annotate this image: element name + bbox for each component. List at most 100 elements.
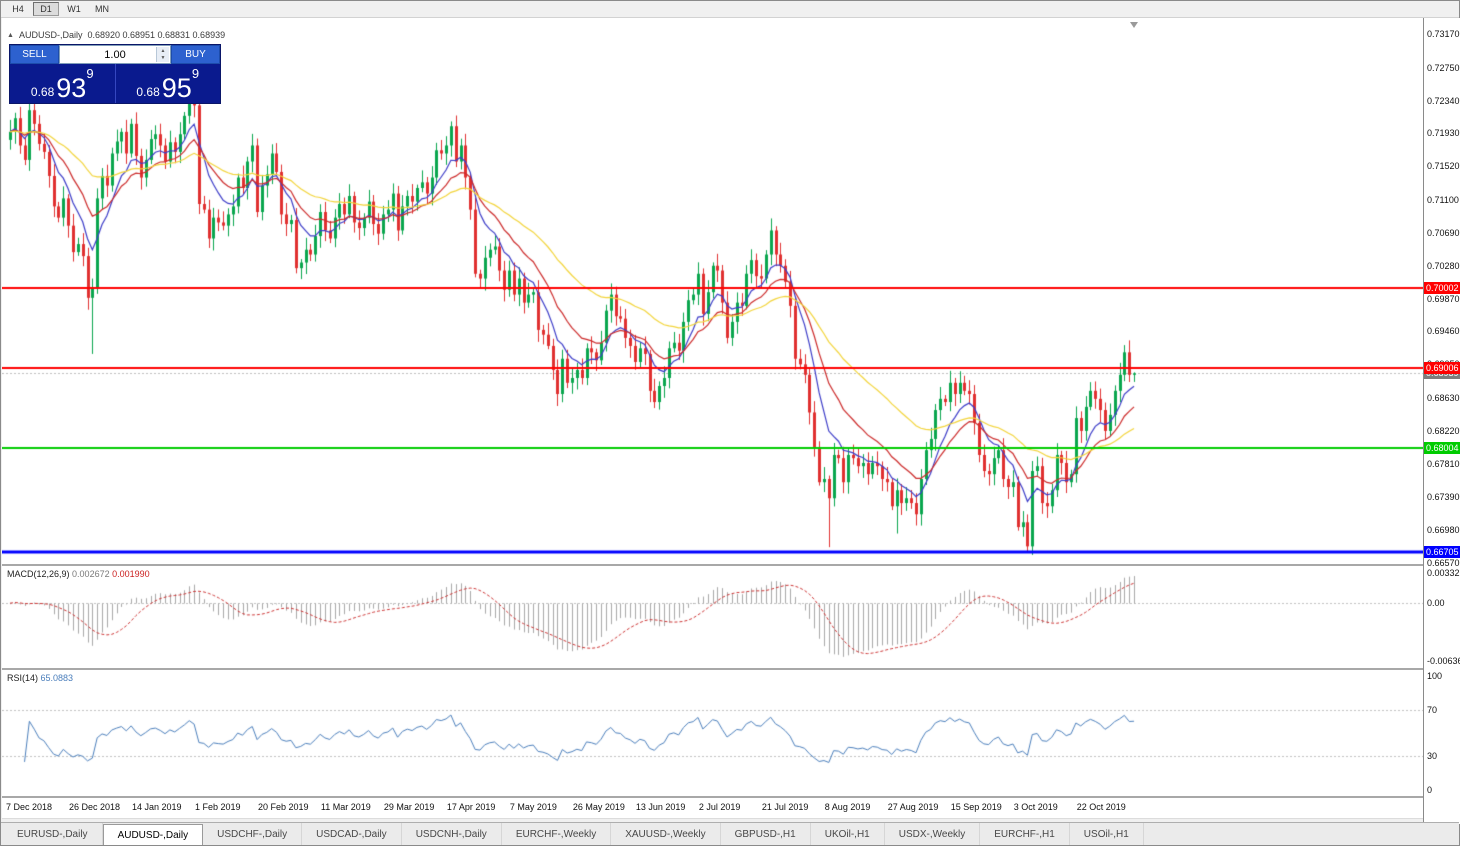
time-axis-label: 17 Apr 2019 (446, 802, 496, 812)
chart-tab-usoil-h1[interactable]: USOil-,H1 (1070, 823, 1144, 845)
symbol-header: ▲ AUDUSD-,Daily 0.68920 0.68951 0.68831 … (7, 30, 225, 40)
chart-tab-usdcnh-daily[interactable]: USDCNH-,Daily (402, 823, 502, 845)
price-divider (114, 64, 116, 103)
chart-shift-marker-icon (1130, 22, 1138, 28)
chart-tab-audusd-daily[interactable]: AUDUSD-,Daily (102, 824, 204, 845)
chart-window: ▲ AUDUSD-,Daily 0.68920 0.68951 0.68831 … (2, 18, 1460, 824)
rsi-axis-tick: 100 (1427, 671, 1443, 681)
sell-price-pips: 93 (56, 72, 87, 103)
price-axis[interactable]: 0.73170 0.72750 0.72340 0.71930 0.71520 0.711… (1423, 18, 1460, 824)
time-axis-label: 26 May 2019 (572, 802, 625, 812)
macd-chart-canvas[interactable] (2, 566, 1423, 668)
time-axis[interactable]: 7 Dec 2018 26 Dec 2018 14 Jan 2019 1 Feb 20… (2, 798, 1423, 818)
time-axis-label: 26 Dec 2018 (68, 802, 121, 812)
price-axis-tick: 0.70280 (1427, 260, 1460, 271)
buy-button[interactable]: BUY (171, 45, 220, 64)
time-axis-label: 22 Oct 2019 (1076, 802, 1126, 812)
macd-main-value: 0.002672 (72, 569, 110, 579)
price-axis-tick: 0.72750 (1427, 62, 1460, 73)
pane-separator[interactable] (2, 564, 1460, 566)
price-axis-tick: 0.69870 (1427, 293, 1460, 304)
hline-price-badge: 0.66705 (1424, 546, 1460, 559)
timeframe-button-mn[interactable]: MN (89, 2, 115, 16)
buy-price-prefix: 0.68 (136, 84, 160, 99)
price-axis-tick: 0.71930 (1427, 128, 1460, 139)
timeframe-button-w1[interactable]: W1 (61, 2, 87, 16)
buy-price-pips: 95 (161, 72, 192, 103)
chart-tab-usdchf-daily[interactable]: USDCHF-,Daily (203, 823, 303, 845)
macd-axis-tick: -0.00636 (1427, 656, 1460, 666)
price-axis-tick: 0.67810 (1427, 458, 1460, 469)
volume-input[interactable]: 1.00 ▲ ▼ (59, 45, 171, 64)
rsi-value: 65.0883 (40, 673, 74, 683)
horizontal-scrollbar[interactable] (2, 818, 1460, 824)
hline-price-badge: 0.69006 (1424, 361, 1460, 374)
sell-button[interactable]: SELL (10, 45, 59, 64)
rsi-chart-canvas[interactable] (2, 670, 1423, 796)
price-axis-tick: 0.73170 (1427, 29, 1460, 40)
chart-tab-bar: EURUSD-,Daily AUDUSD-,Daily USDCHF-,Daily U… (1, 822, 1459, 845)
macd-axis-tick: 0.00 (1427, 598, 1445, 609)
candlestick-chart-canvas[interactable] (2, 18, 1423, 564)
spin-down-icon[interactable]: ▼ (157, 54, 169, 62)
sell-price-display[interactable]: 0.68 93 9 (10, 64, 115, 103)
macd-axis-tick: 0.00332 (1427, 568, 1460, 578)
price-axis-tick: 0.69460 (1427, 326, 1460, 337)
collapse-trade-panel-icon[interactable]: ▲ (7, 31, 14, 39)
timeframe-button-h4[interactable]: H4 (5, 2, 31, 16)
pane-separator[interactable] (2, 796, 1460, 798)
time-axis-label: 8 Aug 2019 (824, 802, 871, 812)
trade-controls-row: SELL 1.00 ▲ ▼ BUY (10, 45, 220, 64)
time-axis-label: 11 Mar 2019 (320, 802, 371, 812)
chart-tab-xauusd-weekly[interactable]: XAUUSD-,Weekly (611, 823, 721, 845)
chart-tab-gbpusd-h1[interactable]: GBPUSD-,H1 (721, 823, 811, 845)
chart-tab-usdcad-daily[interactable]: USDCAD-,Daily (302, 823, 402, 845)
one-click-trading-panel: SELL 1.00 ▲ ▼ BUY 0.68 93 9 (10, 45, 220, 103)
hline-price-badge: 0.68004 (1424, 442, 1460, 455)
hline-price-badge: 0.70002 (1424, 282, 1460, 295)
pane-separator[interactable] (2, 668, 1460, 670)
time-axis-label: 13 Jun 2019 (635, 802, 686, 812)
price-axis-tick: 0.66570 (1427, 558, 1460, 569)
price-axis-tick: 0.70690 (1427, 227, 1460, 238)
time-axis-label: 21 Jul 2019 (761, 802, 809, 812)
price-axis-tick: 0.71100 (1427, 195, 1459, 205)
chart-tab-ukoil-h1[interactable]: UKOil-,H1 (811, 823, 885, 845)
rsi-header: RSI(14) 65.0883 (7, 673, 73, 683)
sell-price-prefix: 0.68 (30, 84, 55, 99)
spin-up-icon[interactable]: ▲ (157, 47, 169, 55)
time-axis-label: 15 Sep 2019 (950, 802, 1002, 812)
trade-prices-row: 0.68 93 9 0.68 95 9 (10, 64, 220, 103)
rsi-axis-tick: 30 (1427, 750, 1438, 761)
rsi-axis-tick: 70 (1427, 705, 1438, 716)
time-axis-label: 7 May 2019 (509, 802, 557, 812)
price-axis-tick: 0.72340 (1427, 95, 1460, 106)
symbol-title: AUDUSD-,Daily (18, 30, 83, 40)
timeframe-button-d1[interactable]: D1 (33, 2, 59, 16)
price-axis-tick: 0.71520 (1427, 161, 1460, 172)
chart-tab-eurchf-h1[interactable]: EURCHF-,H1 (980, 823, 1070, 845)
price-pane[interactable]: ▲ AUDUSD-,Daily 0.68920 0.68951 0.68831 … (2, 18, 1423, 564)
time-axis-label: 20 Feb 2019 (257, 802, 309, 812)
price-axis-tick: 0.66980 (1427, 525, 1460, 536)
time-axis-label: 2 Jul 2019 (698, 802, 741, 812)
volume-spinner[interactable]: ▲ ▼ (156, 47, 169, 62)
buy-price-display[interactable]: 0.68 95 9 (116, 64, 221, 103)
rsi-pane[interactable]: RSI(14) 65.0883 (2, 670, 1423, 796)
chart-tab-usdx-weekly[interactable]: USDX-,Weekly (885, 823, 981, 845)
timeframe-toolbar: H4 D1 W1 MN (1, 1, 1459, 18)
macd-header: MACD(12,26,9) 0.002672 0.001990 (7, 569, 150, 579)
time-axis-label: 7 Dec 2018 (6, 802, 53, 812)
chart-tab-eurchf-weekly[interactable]: EURCHF-,Weekly (502, 823, 612, 845)
ohlc-values: 0.68920 0.68951 0.68831 0.68939 (87, 30, 226, 40)
price-axis-tick: 0.68630 (1427, 393, 1460, 404)
chart-tab-eurusd-daily[interactable]: EURUSD-,Daily (3, 823, 103, 845)
macd-signal-value: 0.001990 (112, 569, 150, 579)
macd-label: MACD(12,26,9) (7, 569, 70, 579)
volume-value: 1.00 (104, 48, 126, 61)
price-axis-tick: 0.67390 (1427, 492, 1460, 503)
time-axis-label: 14 Jan 2019 (131, 802, 182, 812)
time-axis-label: 29 Mar 2019 (383, 802, 435, 812)
macd-pane[interactable]: MACD(12,26,9) 0.002672 0.001990 (2, 566, 1423, 668)
